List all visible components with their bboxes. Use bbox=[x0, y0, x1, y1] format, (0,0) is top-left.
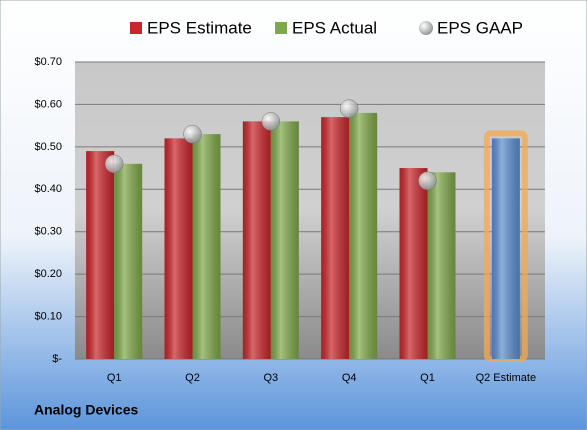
bar-sheen bbox=[270, 121, 299, 360]
y-tick-label: $0.70 bbox=[34, 56, 62, 68]
bar-sheen bbox=[164, 138, 193, 359]
x-tick-label: Q2 bbox=[185, 372, 200, 384]
legend-label: EPS Actual bbox=[292, 18, 377, 37]
bar-sheen bbox=[349, 112, 378, 360]
y-tick-label: $0.50 bbox=[34, 141, 62, 153]
legend-label: EPS GAAP bbox=[437, 18, 523, 37]
y-tick-label: $0.30 bbox=[34, 226, 62, 238]
bar-sheen bbox=[114, 163, 143, 359]
x-tick-label: Q1 bbox=[107, 372, 122, 384]
gaap-marker bbox=[261, 112, 281, 131]
gaap-marker bbox=[418, 171, 437, 191]
gaap-marker bbox=[339, 99, 359, 118]
y-tick-label: $0.60 bbox=[34, 98, 62, 110]
bar-sheen bbox=[399, 168, 428, 359]
x-tick-label: Q4 bbox=[342, 372, 357, 384]
gaap-marker bbox=[104, 154, 124, 174]
x-tick-label: Q1 bbox=[420, 372, 435, 384]
x-tick-label: Q3 bbox=[263, 372, 278, 384]
y-tick-label: $0.20 bbox=[34, 268, 62, 280]
bar-sheen bbox=[86, 151, 115, 359]
y-tick-label: $- bbox=[52, 353, 62, 365]
bar-sheen bbox=[427, 172, 456, 359]
x-tick-label: Q2 Estimate bbox=[476, 372, 537, 384]
bar-sheen bbox=[242, 121, 271, 360]
legend-swatch bbox=[419, 21, 433, 35]
y-tick-label: $0.10 bbox=[34, 310, 62, 322]
legend-swatch bbox=[275, 22, 287, 34]
bar-sheen bbox=[491, 138, 520, 359]
legend-swatch bbox=[130, 22, 142, 34]
bar-sheen bbox=[192, 134, 221, 359]
company-label: Analog Devices bbox=[34, 402, 138, 418]
y-tick-label: $0.40 bbox=[34, 183, 62, 195]
plot-area bbox=[75, 62, 545, 359]
legend-label: EPS Estimate bbox=[147, 18, 252, 37]
gaap-marker bbox=[183, 124, 202, 144]
bar-sheen bbox=[321, 117, 350, 360]
